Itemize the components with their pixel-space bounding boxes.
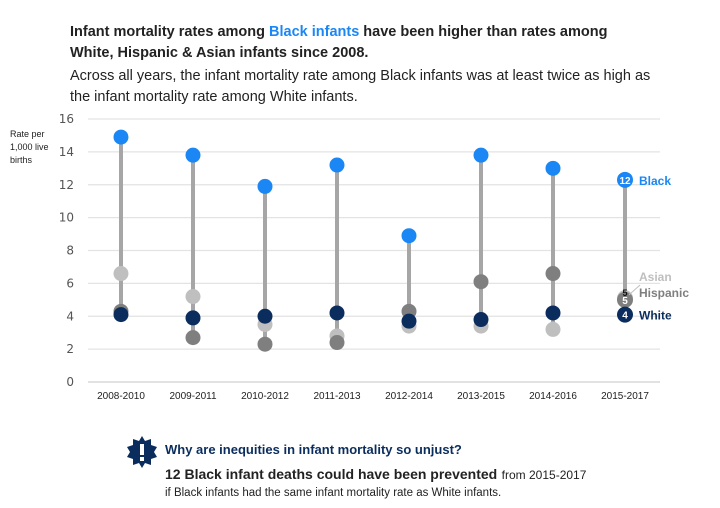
y-tick-label: 16 <box>59 112 74 126</box>
series-label-asian: Asian <box>639 270 672 284</box>
x-tick-label: 2015-2017 <box>601 391 649 402</box>
data-point-hispanic <box>617 291 633 308</box>
data-point-white <box>617 306 633 323</box>
data-point-black <box>185 147 201 163</box>
y-axis-label: Rate per 1,000 live births <box>10 129 49 165</box>
data-point-black <box>617 171 633 188</box>
x-tick-label: 2013-2015 <box>457 391 505 402</box>
data-point-asian <box>185 289 201 305</box>
dot-plot: 0 2 4 6 8 10 12 14 16 2008-2010 2009-2011 2010-2012… <box>59 112 690 402</box>
series-label-hispanic: Hispanic <box>639 286 689 300</box>
data-point-hispanic <box>473 274 489 290</box>
point-value-label: 12 <box>619 176 631 187</box>
point-value-label: 4 <box>622 311 628 322</box>
data-point-black <box>401 228 417 244</box>
x-tick-label: 2009-2011 <box>169 391 217 402</box>
y-tick-label: 6 <box>66 276 74 290</box>
data-point-black <box>113 129 129 145</box>
data-point-white <box>257 308 273 324</box>
series-label-black: Black <box>639 174 671 188</box>
x-tick-label: 2014-2016 <box>529 391 577 402</box>
data-point-hispanic <box>329 335 345 351</box>
data-point-white <box>329 305 345 321</box>
data-point-white <box>473 312 489 328</box>
callout-question: Why are inequities in infant mortality s… <box>165 442 462 457</box>
series-label-white: White <box>639 309 672 323</box>
callout-headline: 12 Black infant deaths could have been p… <box>165 466 587 482</box>
y-tick-label: 0 <box>66 375 74 389</box>
x-tick-label: 2010-2012 <box>241 391 289 402</box>
chart-title: Infant mortality rates among Black infan… <box>70 24 608 61</box>
data-point-black <box>257 178 273 194</box>
y-tick-label: 8 <box>66 244 74 258</box>
y-tick-label: 14 <box>59 145 74 159</box>
data-point-black <box>545 160 561 176</box>
data-point-hispanic <box>185 330 201 346</box>
label-leader-line <box>628 284 641 296</box>
data-point-white <box>113 307 129 323</box>
data-point-asian <box>545 321 561 337</box>
data-point-hispanic <box>257 336 273 352</box>
point-value-label: 5 <box>622 296 628 307</box>
x-tick-label: 2011-2013 <box>313 391 361 402</box>
x-tick-label: 2012-2014 <box>385 391 433 402</box>
x-tick-label: 2008-2010 <box>97 391 145 402</box>
y-tick-label: 2 <box>66 342 74 356</box>
data-point-white <box>401 313 417 329</box>
data-point-black <box>473 147 489 163</box>
data-point-white <box>545 305 561 321</box>
data-point-hispanic <box>545 266 561 282</box>
y-tick-label: 12 <box>59 178 74 192</box>
data-point-black <box>329 157 345 173</box>
exclamation-badge-icon <box>127 436 157 468</box>
y-tick-label: 4 <box>66 309 74 323</box>
point-value-label: 5 <box>622 288 627 298</box>
callout-detail: if Black infants had the same infant mor… <box>165 487 502 499</box>
y-tick-label: 10 <box>59 211 74 225</box>
chart-subtitle: Across all years, the infant mortality r… <box>70 68 651 105</box>
data-point-asian <box>113 266 129 282</box>
data-point-white <box>185 310 201 326</box>
